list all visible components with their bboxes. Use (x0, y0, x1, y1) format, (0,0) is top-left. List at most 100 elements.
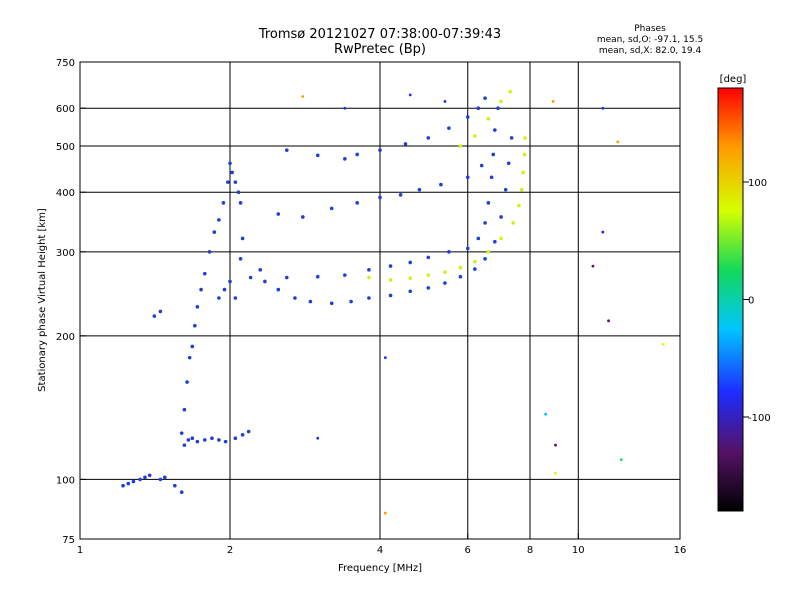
o-mode-point (210, 436, 214, 441)
o-mode-point (233, 296, 238, 300)
x-mode-point (367, 275, 371, 280)
o-mode-point (509, 136, 514, 140)
o-mode-point (186, 438, 191, 442)
o-mode-point (447, 250, 451, 254)
o-mode-point (458, 274, 463, 279)
o-mode-point (223, 439, 228, 444)
o-mode-point (147, 473, 152, 478)
outlier-point (544, 412, 548, 416)
x-mode-point (521, 170, 525, 175)
x-mode-point (499, 99, 503, 104)
o-mode-point (476, 236, 481, 241)
o-mode-point (182, 443, 187, 447)
o-mode-point (276, 212, 281, 216)
o-mode-point (195, 305, 200, 309)
x-mode-point (511, 221, 515, 225)
o-mode-point (476, 106, 481, 111)
x-mode-point (408, 276, 413, 281)
y-tick-label: 300 (56, 248, 75, 259)
o-mode-point (199, 287, 203, 292)
o-mode-point (506, 161, 511, 166)
o-mode-point (238, 257, 243, 261)
o-mode-point (378, 148, 382, 152)
o-mode-point (182, 407, 187, 412)
colorbar-tick-label: 0 (748, 296, 754, 307)
o-mode-point (207, 250, 212, 254)
o-mode-point (367, 268, 371, 272)
o-mode-point (403, 142, 408, 146)
o-mode-point (195, 439, 200, 444)
outlier-point (383, 511, 387, 515)
o-mode-point (473, 267, 477, 271)
y-tick-label: 75 (62, 535, 75, 546)
o-mode-point (489, 175, 494, 180)
o-mode-point (349, 299, 353, 304)
o-mode-point (443, 281, 447, 285)
x-mode-point (499, 236, 503, 241)
o-mode-point (343, 157, 347, 161)
o-mode-point (378, 195, 382, 200)
o-mode-point (240, 236, 245, 241)
x-mode-point (458, 144, 463, 148)
o-mode-point (465, 175, 470, 180)
o-mode-point (173, 483, 177, 488)
o-mode-point (493, 239, 497, 244)
o-mode-point (185, 380, 189, 384)
o-mode-point (355, 201, 359, 205)
outlier-point (443, 100, 447, 103)
o-mode-point (131, 479, 136, 484)
outlier-point (616, 140, 620, 144)
o-mode-point (426, 255, 431, 260)
o-mode-point (293, 296, 297, 300)
o-mode-point (426, 136, 431, 140)
phases-x-stats: mean, sd,X: 82.0, 19.4 (599, 46, 702, 56)
outlier-point (408, 93, 412, 97)
x-mode-point (519, 187, 524, 192)
y-tick-label: 750 (56, 58, 75, 69)
o-mode-point (163, 475, 167, 480)
points-layer (121, 89, 665, 515)
outlier-point (554, 471, 557, 475)
x-tick-label: 10 (572, 545, 585, 556)
o-mode-point (158, 477, 163, 482)
outlier-point (316, 436, 320, 440)
outlier-point (551, 100, 555, 103)
o-mode-point (240, 433, 245, 437)
o-mode-point (329, 206, 334, 211)
o-mode-point (228, 161, 232, 166)
outlier-point (383, 356, 387, 360)
o-mode-point (417, 187, 422, 192)
o-mode-point (276, 287, 281, 292)
o-mode-point (190, 344, 195, 349)
o-mode-point (126, 481, 131, 486)
o-mode-point (193, 323, 197, 328)
x-mode-point (388, 278, 393, 282)
chart-subtitle: RwPretec (Bp) (334, 42, 426, 57)
o-mode-point (222, 287, 227, 292)
o-mode-point (152, 314, 157, 318)
o-mode-point (190, 436, 195, 441)
colorbar-ticks: 100 0 -100 (743, 178, 771, 424)
o-mode-point (493, 128, 497, 132)
o-mode-point (503, 187, 508, 192)
o-mode-point (315, 274, 320, 279)
y-tick-label: 500 (56, 142, 75, 153)
o-mode-point (143, 475, 147, 480)
o-mode-point (217, 438, 221, 442)
x-mode-point (486, 250, 491, 254)
o-mode-point (121, 483, 125, 488)
o-mode-point (483, 96, 487, 100)
outlier-point (343, 106, 347, 110)
y-tick-label: 400 (56, 188, 75, 199)
x-mode-point (517, 203, 521, 208)
o-mode-point (483, 257, 487, 261)
x-mode-point (458, 265, 463, 270)
x-mode-point (523, 136, 527, 140)
o-mode-point (202, 438, 207, 442)
o-mode-point (355, 152, 359, 157)
y-axis-label: Stationary phase Virtual Height [km] (37, 208, 48, 392)
o-mode-point (230, 170, 234, 175)
x-ticks-layer: 1 2 4 6 8 10 16 (77, 533, 686, 556)
outlier-point (554, 443, 557, 447)
